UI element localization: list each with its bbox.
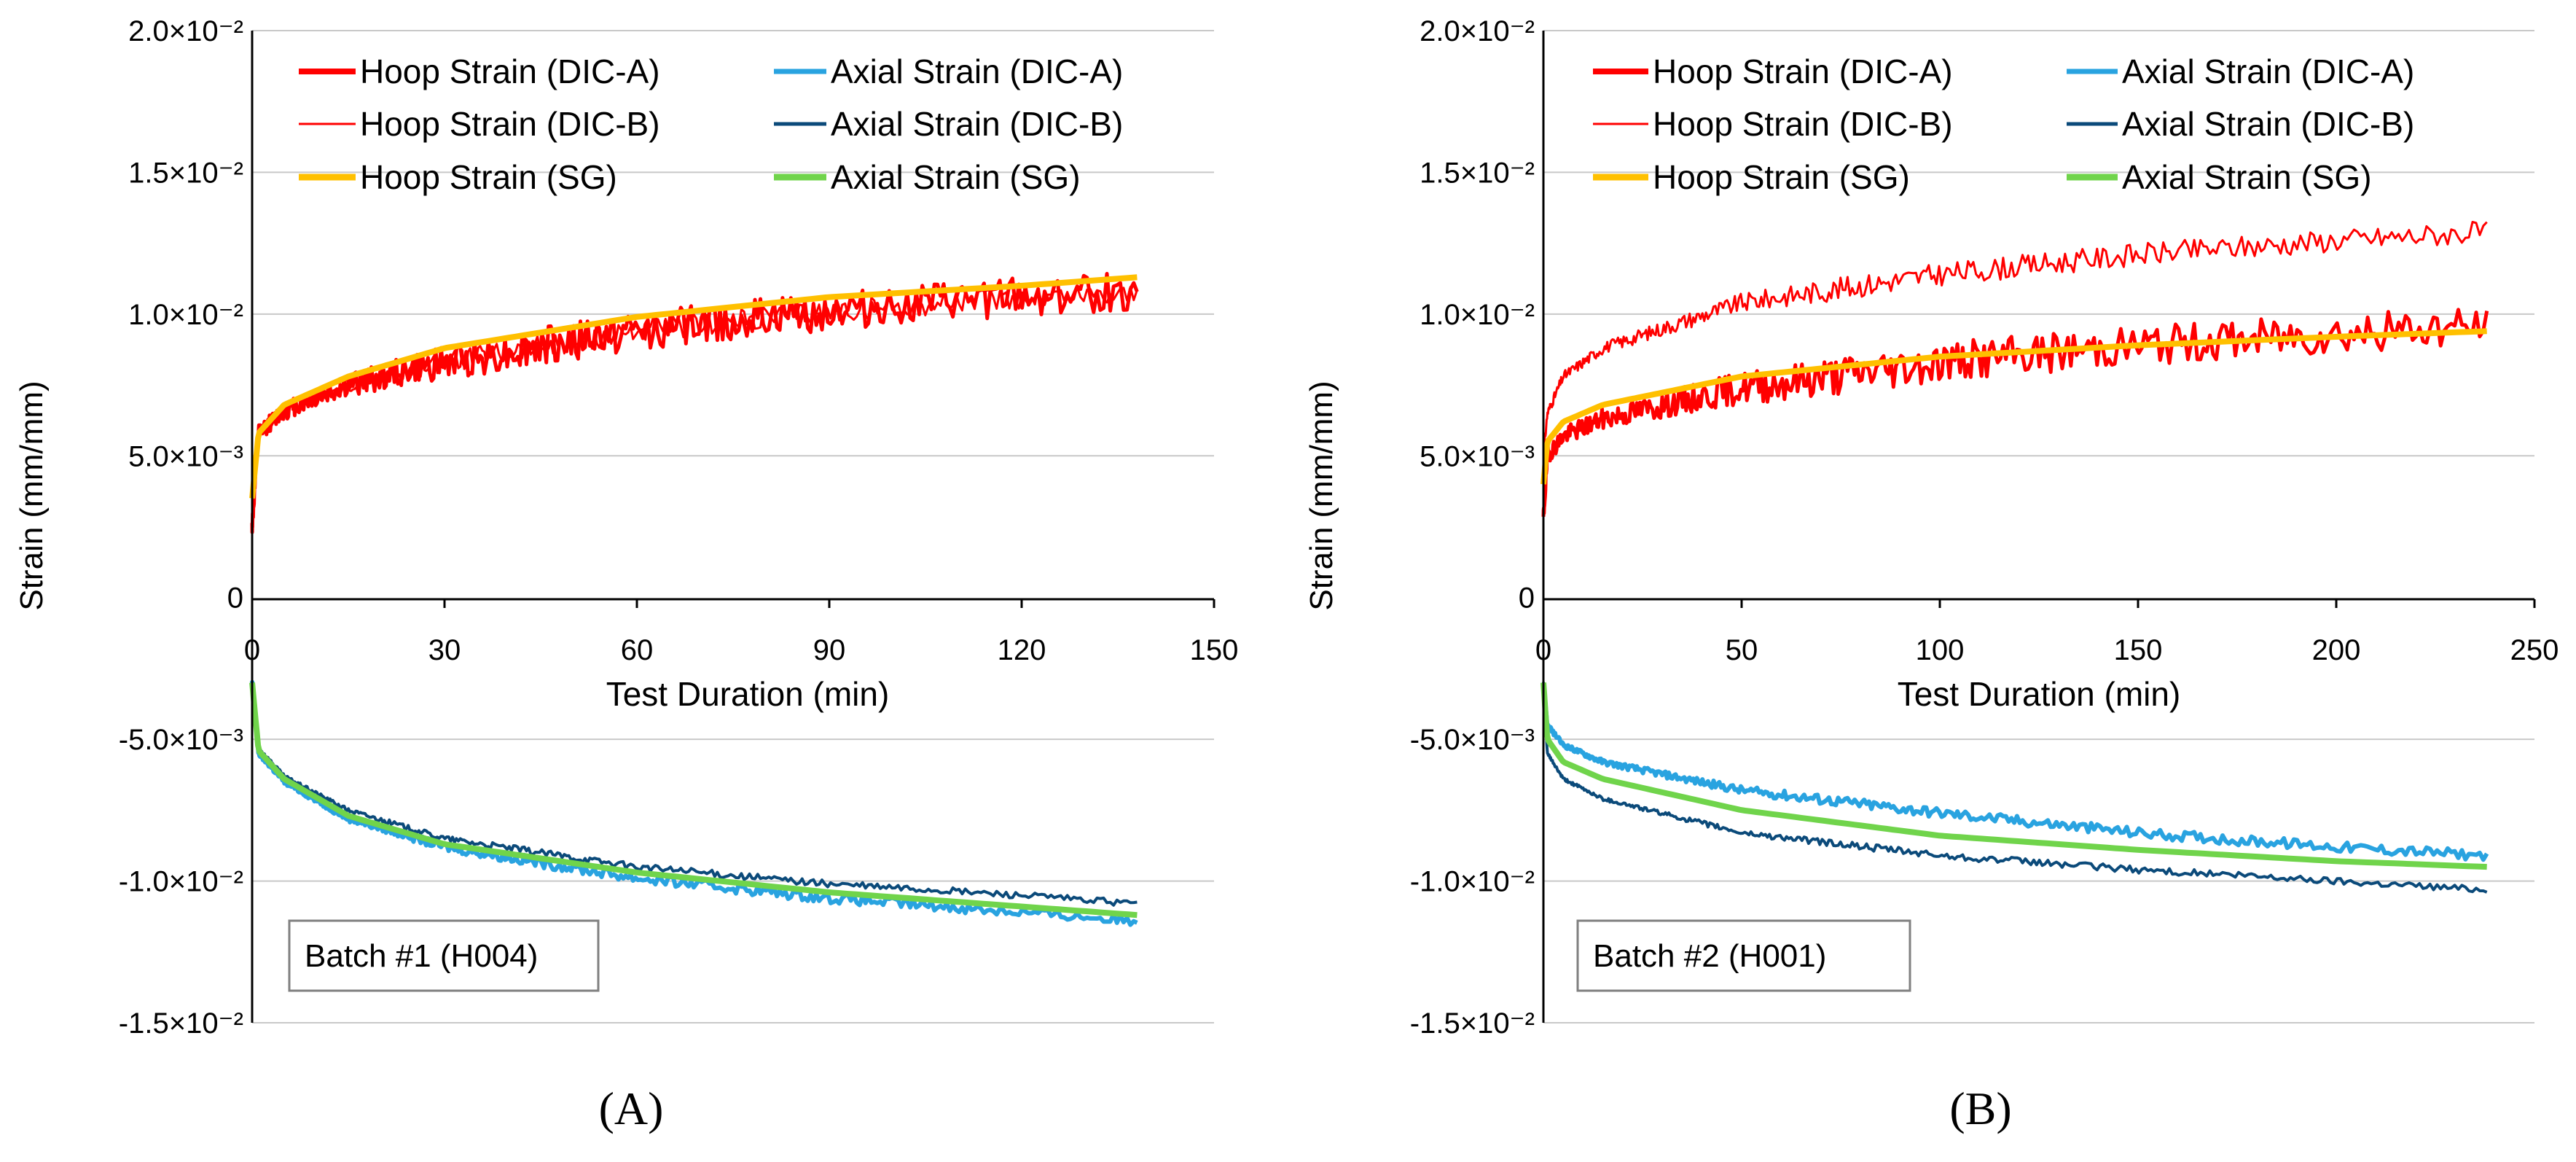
- x-tick-label: 30: [428, 634, 461, 666]
- legend-a: Hoop Strain (DIC-A) Hoop Strain (DIC-B) …: [299, 52, 1123, 196]
- x-tick-label: 150: [2114, 634, 2163, 666]
- legend-label: Hoop Strain (DIC-B): [360, 105, 660, 143]
- x-tick-label: 200: [2312, 634, 2361, 666]
- x-tick-label: 150: [1190, 634, 1239, 666]
- x-axis-label: Test Duration (min): [606, 675, 890, 713]
- panel-label-b: (B): [1949, 1083, 2011, 1134]
- legend-label: Hoop Strain (DIC-B): [1653, 105, 1953, 143]
- legend-label: Hoop Strain (DIC-A): [360, 52, 660, 90]
- x-axis-label: Test Duration (min): [1898, 675, 2181, 713]
- axes-b: [1542, 31, 2536, 1023]
- x-tick-label: 0: [1535, 634, 1551, 666]
- y-tick-label: -5.0×10⁻³: [1410, 724, 1535, 756]
- y-tick-label: -1.5×10⁻²: [119, 1007, 243, 1040]
- series-line-axial-strain-dic-b: [251, 682, 1138, 907]
- series-line-hoop-strain-dic-a: [1541, 308, 2489, 517]
- x-tick-label: 50: [1726, 634, 1758, 666]
- series-group-a: [249, 272, 1139, 927]
- chart-panel-a: 2.0×10⁻² 1.5×10⁻² 1.0×10⁻² 5.0×10⁻³ 0 -5…: [14, 15, 1238, 1134]
- series-line-hoop-strain-dic-a: [250, 272, 1139, 534]
- chart-panel-b: 2.0×10⁻² 1.5×10⁻² 1.0×10⁻² 5.0×10⁻³ 0 -5…: [1304, 15, 2559, 1134]
- panel-label-a: (A): [599, 1083, 664, 1134]
- batch-annotation-box-a: [288, 919, 600, 992]
- series-group-b: [1540, 221, 2489, 894]
- x-tick-labels-b: 0 50 100 150 200 250: [1535, 634, 2559, 666]
- y-tick-label: -5.0×10⁻³: [119, 724, 243, 756]
- axes-a: [251, 31, 1215, 1023]
- series-line-axial-strain-sg: [249, 682, 1138, 919]
- series-line-hoop-strain-sg: [1540, 328, 2487, 485]
- y-tick-label: 1.0×10⁻²: [128, 299, 243, 331]
- y-tick-label: -1.5×10⁻²: [1410, 1007, 1535, 1040]
- y-tick-label: 0: [227, 582, 243, 615]
- y-tick-label: 2.0×10⁻²: [128, 15, 243, 47]
- legend-b: Hoop Strain (DIC-A) Hoop Strain (DIC-B) …: [1593, 52, 2414, 196]
- y-tick-label: 0: [1519, 582, 1535, 615]
- legend-label: Axial Strain (SG): [2122, 158, 2372, 196]
- y-tick-label: 1.5×10⁻²: [1420, 157, 1535, 189]
- y-tick-label: 1.5×10⁻²: [128, 157, 243, 189]
- y-tick-label: -1.0×10⁻²: [1410, 866, 1535, 898]
- x-tick-labels-a: 0 30 60 90 120 150: [244, 634, 1239, 666]
- series-line-hoop-strain-dic-b: [1542, 221, 2488, 459]
- series-line-axial-strain-dic-a: [250, 679, 1138, 927]
- x-tick-label: 90: [813, 634, 846, 666]
- y-tick-label: 2.0×10⁻²: [1420, 15, 1535, 47]
- legend-label: Axial Strain (DIC-B): [831, 105, 1123, 143]
- y-tick-labels-a: 2.0×10⁻² 1.5×10⁻² 1.0×10⁻² 5.0×10⁻³ 0 -5…: [119, 15, 243, 1040]
- series-line-axial-strain-sg: [1540, 682, 2487, 870]
- x-tick-label: 0: [244, 634, 260, 666]
- series-line-hoop-strain-sg: [249, 274, 1138, 499]
- legend-label: Axial Strain (SG): [831, 158, 1081, 196]
- x-tick-label: 60: [621, 634, 654, 666]
- x-tick-label: 250: [2510, 634, 2559, 666]
- legend-label: Axial Strain (DIC-A): [831, 52, 1123, 90]
- y-tick-label: -1.0×10⁻²: [119, 866, 243, 898]
- legend-label: Hoop Strain (SG): [360, 158, 617, 196]
- batch-annotation-box-b: [1576, 919, 1911, 992]
- y-axis-label: Strain (mm/mm): [14, 381, 50, 610]
- series-line-axial-strain-dic-b: [1542, 682, 2488, 894]
- series-line-hoop-strain-dic-b: [251, 286, 1138, 526]
- y-tick-label: 1.0×10⁻²: [1420, 299, 1535, 331]
- y-tick-label: 5.0×10⁻³: [128, 440, 243, 472]
- series-line-axial-strain-dic-a: [1541, 682, 2489, 862]
- batch-annotation-a: Batch #1 (H004): [305, 938, 538, 974]
- legend-label: Axial Strain (DIC-B): [2122, 105, 2414, 143]
- x-tick-label: 120: [998, 634, 1046, 666]
- legend-label: Hoop Strain (DIC-A): [1653, 52, 1953, 90]
- legend-label: Axial Strain (DIC-A): [2122, 52, 2414, 90]
- y-tick-labels-b: 2.0×10⁻² 1.5×10⁻² 1.0×10⁻² 5.0×10⁻³ 0 -5…: [1410, 15, 1535, 1040]
- gridlines-b: [1543, 30, 2534, 1023]
- y-tick-label: 5.0×10⁻³: [1420, 440, 1535, 472]
- x-tick-label: 100: [1916, 634, 1965, 666]
- batch-annotation-b: Batch #2 (H001): [1593, 938, 1826, 974]
- y-axis-label: Strain (mm/mm): [1304, 381, 1339, 610]
- legend-label: Hoop Strain (SG): [1653, 158, 1910, 196]
